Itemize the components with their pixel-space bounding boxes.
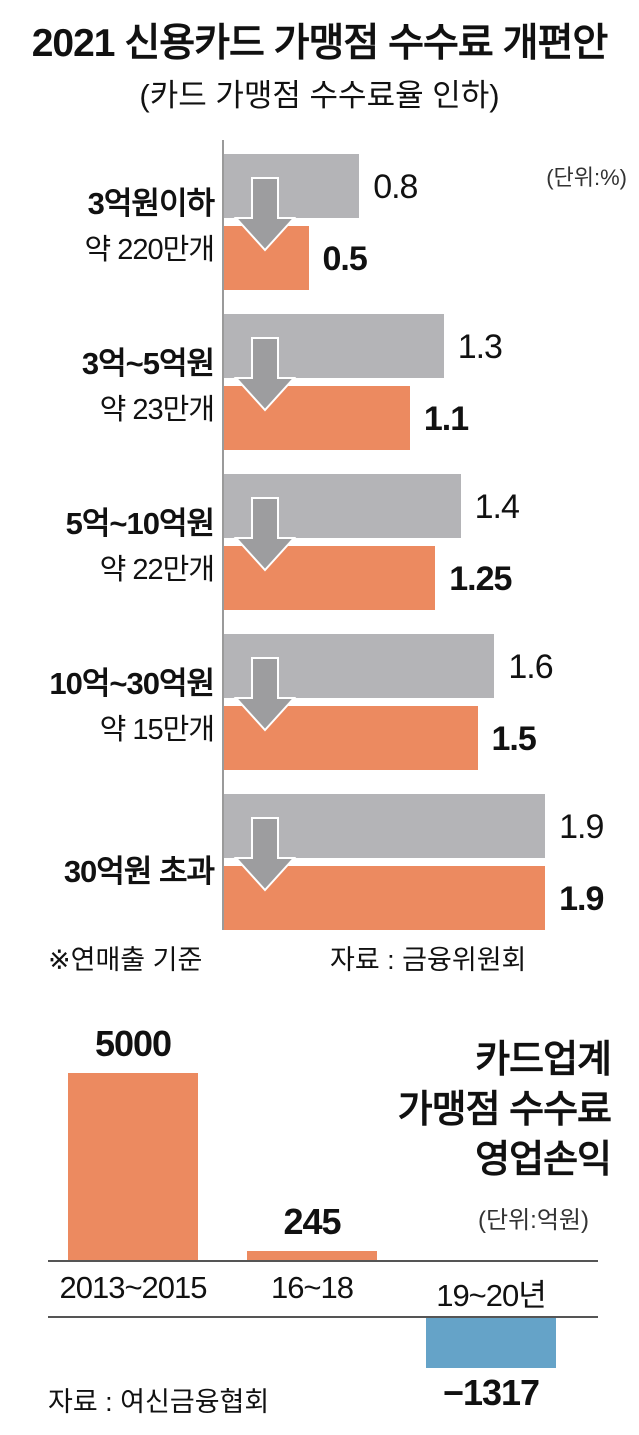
category-count-label: 약 220만개 bbox=[84, 234, 215, 266]
profit-value-label: −1317 bbox=[442, 1372, 540, 1414]
value-label-new: 1.1 bbox=[423, 400, 469, 438]
profit-value-label: 5000 bbox=[94, 1023, 172, 1064]
bar-current-rate bbox=[224, 154, 360, 218]
profit-bar bbox=[247, 1250, 377, 1260]
profit-title-line: 영업손익 bbox=[475, 1139, 612, 1181]
down-arrow-icon bbox=[233, 817, 297, 892]
value-label-current: 1.6 bbox=[508, 648, 553, 686]
profit-baseline bbox=[48, 1260, 598, 1262]
axis-line bbox=[222, 140, 224, 930]
profit-bar bbox=[426, 1318, 556, 1369]
profit-category-label: 19~20년 bbox=[436, 1278, 547, 1313]
category-count-label: 약 22만개 bbox=[99, 554, 215, 586]
unit-label: (단위:%) bbox=[546, 165, 627, 190]
value-label-new: 1.25 bbox=[449, 560, 512, 598]
profit-title-line: 카드업계 bbox=[475, 1039, 612, 1081]
value-label-new: 0.5 bbox=[322, 240, 368, 278]
footnote: ※연매출 기준 bbox=[48, 945, 203, 975]
profit-source-label: 자료 : 여신금융협회 bbox=[48, 1387, 270, 1417]
profit-zero-line bbox=[48, 1316, 598, 1318]
profit-category-label: 2013~2015 bbox=[59, 1270, 207, 1305]
profit-chart-title: 카드업계 가맹점 수수료 영업손익 bbox=[397, 1035, 612, 1185]
value-label-new: 1.9 bbox=[559, 880, 604, 918]
category-label: 3억~5억원 bbox=[81, 346, 215, 381]
profit-bar bbox=[68, 1073, 198, 1260]
category-label: 5억~10억원 bbox=[65, 506, 215, 541]
chart-subtitle: (카드 가맹점 수수료율 인하) bbox=[139, 78, 500, 113]
value-label-current: 1.9 bbox=[559, 808, 604, 846]
value-label-current: 1.3 bbox=[457, 328, 503, 366]
category-count-label: 약 23만개 bbox=[99, 394, 215, 426]
down-arrow-icon bbox=[233, 337, 297, 412]
category-label: 30억원 초과 bbox=[63, 854, 215, 889]
chart-title: 2021 신용카드 가맹점 수수료 개편안 bbox=[31, 22, 609, 65]
down-arrow-icon bbox=[233, 657, 297, 732]
value-label-current: 0.8 bbox=[373, 168, 418, 206]
profit-category-label: 16~18 bbox=[270, 1270, 354, 1305]
value-label-new: 1.5 bbox=[491, 720, 537, 758]
down-arrow-icon bbox=[233, 177, 297, 252]
source-label: 자료 : 금융위원회 bbox=[330, 945, 527, 975]
category-count-label: 약 15만개 bbox=[99, 714, 215, 746]
value-label-current: 1.4 bbox=[474, 488, 520, 526]
category-label: 10억~30억원 bbox=[49, 666, 215, 701]
profit-unit-label: (단위:억원) bbox=[478, 1207, 589, 1234]
category-label: 3억원이하 bbox=[87, 186, 215, 221]
profit-title-line: 가맹점 수수료 bbox=[397, 1089, 612, 1131]
profit-value-label: 245 bbox=[283, 1200, 341, 1242]
down-arrow-icon bbox=[233, 497, 297, 572]
